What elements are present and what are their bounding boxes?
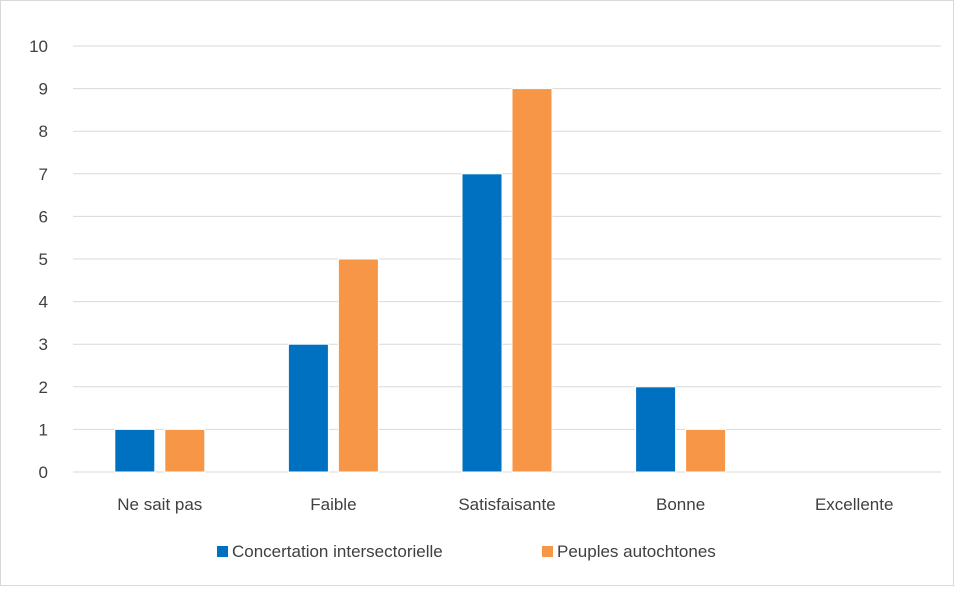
y-tick-label: 10 [29, 37, 48, 56]
bar-concertation-2 [461, 173, 503, 473]
legend: Concertation intersectorielle Peuples aut… [217, 542, 716, 561]
x-tick-label: Excellente [815, 495, 893, 514]
legend-swatch [217, 546, 228, 557]
y-tick-label: 8 [39, 122, 48, 141]
bars [114, 88, 727, 473]
bar-peuples-1 [337, 258, 379, 473]
gridlines [73, 45, 941, 473]
y-axis-ticks: 0 1 2 3 4 5 6 7 8 9 10 [29, 37, 48, 482]
x-tick-label: Bonne [656, 495, 705, 514]
bar-peuples-2 [511, 88, 553, 473]
legend-label: Peuples autochtones [557, 542, 716, 561]
x-axis-ticks: Ne sait pas Faible Satisfaisante Bonne Excel… [117, 495, 893, 514]
y-tick-label: 3 [39, 335, 48, 354]
x-tick-label: Satisfaisante [458, 495, 555, 514]
y-tick-label: 7 [39, 165, 48, 184]
y-tick-label: 0 [39, 463, 48, 482]
legend-peuples: Peuples autochtones [542, 542, 716, 561]
bar-peuples-3 [685, 428, 727, 473]
y-tick-label: 4 [39, 293, 48, 312]
y-tick-label: 1 [39, 420, 48, 439]
bar-peuples-0 [164, 428, 206, 473]
y-tick-label: 5 [39, 250, 48, 269]
y-tick-label: 9 [39, 80, 48, 99]
bar-concertation-3 [635, 386, 677, 473]
x-tick-label: Faible [310, 495, 356, 514]
x-tick-label: Ne sait pas [117, 495, 202, 514]
bar-concertation-1 [287, 343, 329, 473]
legend-label: Concertation intersectorielle [232, 542, 443, 561]
legend-concertation: Concertation intersectorielle [217, 542, 443, 561]
y-tick-label: 6 [39, 207, 48, 226]
y-tick-label: 2 [39, 378, 48, 397]
legend-swatch [542, 546, 553, 557]
bar-concertation-0 [114, 428, 156, 473]
